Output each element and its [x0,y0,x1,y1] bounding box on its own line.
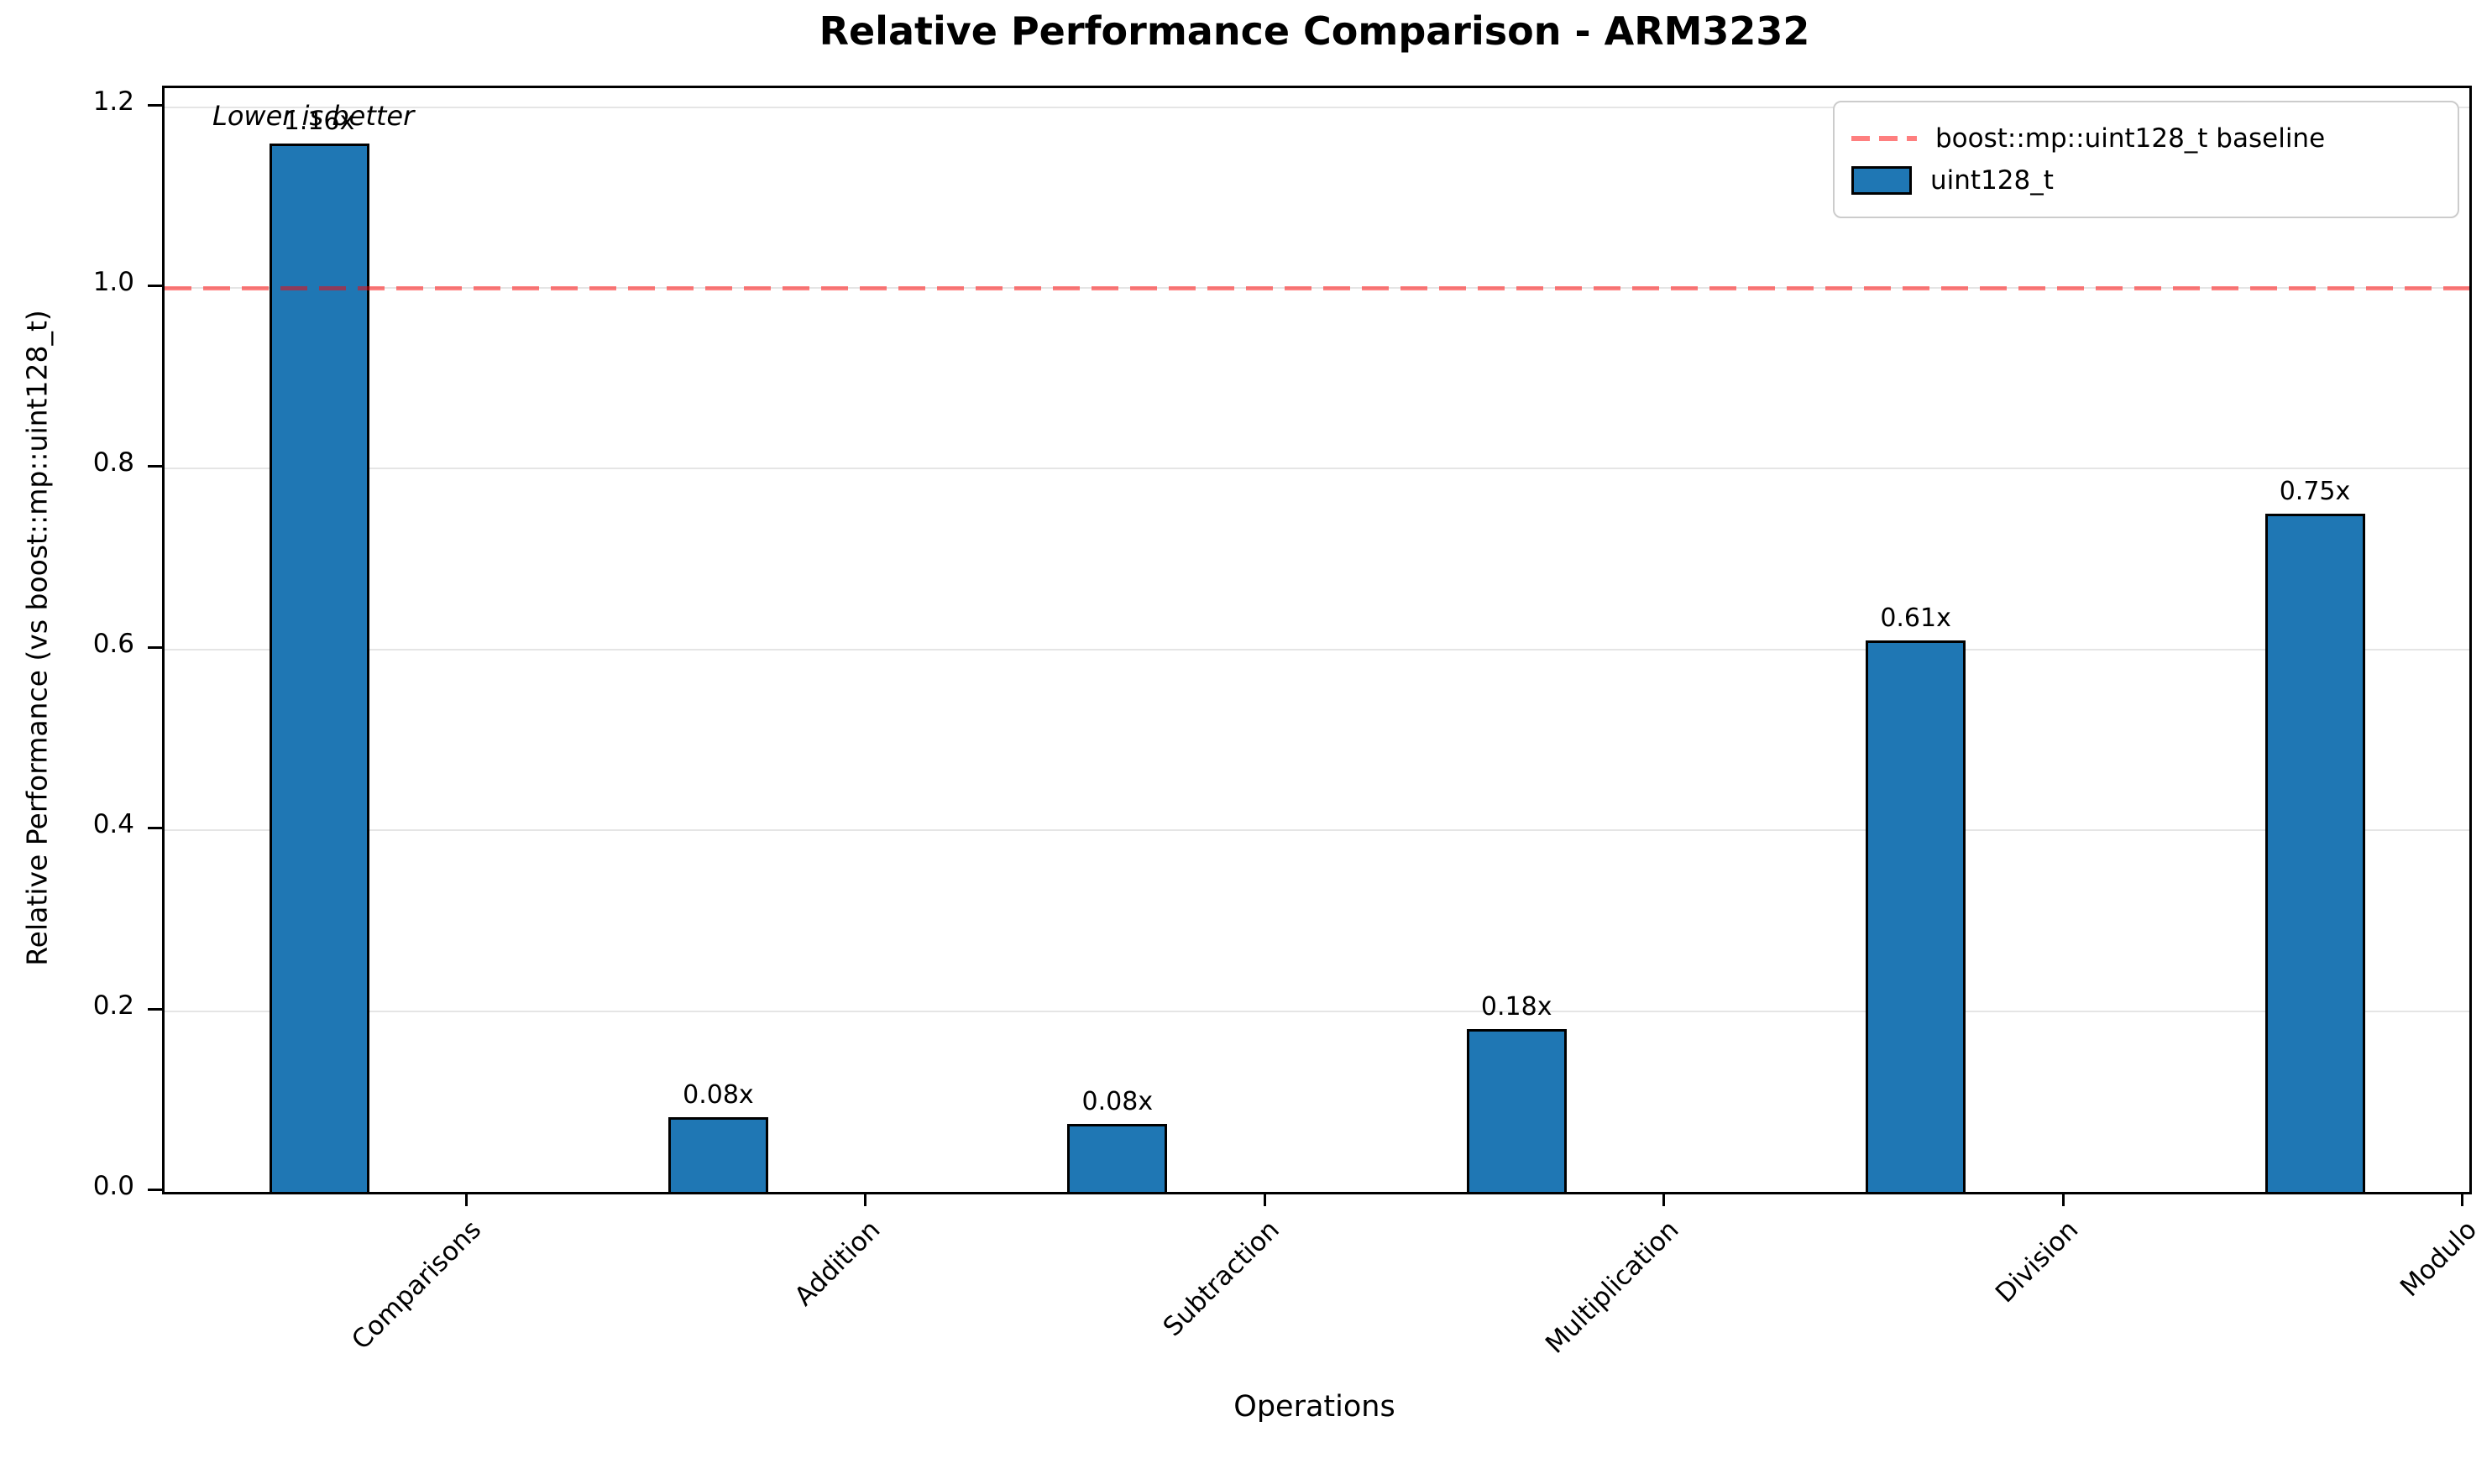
x-tick-mark [1263,1192,1266,1206]
x-tick-label-division: Division [1989,1215,2085,1309]
bar-value-label-subtraction: 0.08x [1081,1087,1154,1117]
x-tick-label-modulo: Modulo [2395,1215,2484,1304]
bar-value-label-addition: 0.08x [683,1079,754,1110]
lower-is-better-annotation: Lower is better [212,100,415,132]
y-tick-label: 1.2 [92,86,134,117]
gridline-y-0.6 [165,648,2469,651]
baseline-dashed-line [165,286,2469,290]
gridline-y-1.2 [165,106,2469,108]
x-tick-mark [864,1192,867,1206]
y-tick-label: 0.6 [92,628,134,659]
bar-subtraction [1067,1124,1168,1192]
plot-area: Lower is better boost::mp::uint128_t bas… [162,86,2472,1194]
y-tick-mark [148,465,162,468]
x-tick-label-multiplication: Multiplication [1540,1215,1685,1360]
x-tick-label-addition: Addition [788,1215,887,1312]
y-tick-mark [148,103,162,107]
y-tick-label: 0.8 [92,447,134,478]
x-tick-mark [2061,1192,2065,1206]
y-tick-mark [148,1007,162,1011]
x-tick-mark [465,1192,468,1206]
x-tick-mark [1662,1192,1666,1206]
legend-entry-baseline: boost::mp::uint128_t baseline [1851,123,2441,154]
chart-title: Relative Performance Comparison - ARM323… [819,8,1810,54]
bar-comparisons [269,143,369,1192]
bar-multiplication [1466,1029,1567,1192]
legend-baseline-label: boost::mp::uint128_t baseline [1935,123,2326,154]
gridline-y-0.4 [165,829,2469,832]
y-tick-mark [148,285,162,287]
x-axis-label: Operations [1233,1390,1395,1424]
y-tick-label: 0.0 [92,1171,134,1201]
x-tick-mark [2461,1192,2463,1206]
x-tick-label-subtraction: Subtraction [1157,1215,1286,1343]
x-tick-label-comparisons: Comparisons [346,1215,488,1356]
baseline-dash-icon [1851,136,1917,141]
bar-division [1866,640,1966,1192]
y-tick-label: 1.0 [92,267,134,297]
bar-value-label-modulo: 0.75x [2279,477,2351,507]
bar-value-label-division: 0.61x [1880,604,1951,634]
series-swatch-icon [1851,166,1912,195]
gridline-y-0.8 [165,468,2469,470]
legend: boost::mp::uint128_t baseline uint128_t [1833,101,2459,218]
y-tick-label: 0.2 [92,990,134,1021]
y-tick-mark [148,1189,162,1191]
bar-addition [668,1116,768,1192]
gridline-y-0.2 [165,1010,2469,1012]
y-tick-mark [148,645,162,649]
bar-modulo [2264,514,2365,1192]
y-tick-mark [148,827,162,830]
bar-value-label-comparisons: 1.16x [283,106,355,136]
y-tick-label: 0.4 [92,809,134,840]
legend-entry-series: uint128_t [1851,165,2441,196]
bar-value-label-multiplication: 0.18x [1480,992,1552,1022]
legend-series-label: uint128_t [1930,165,2054,196]
